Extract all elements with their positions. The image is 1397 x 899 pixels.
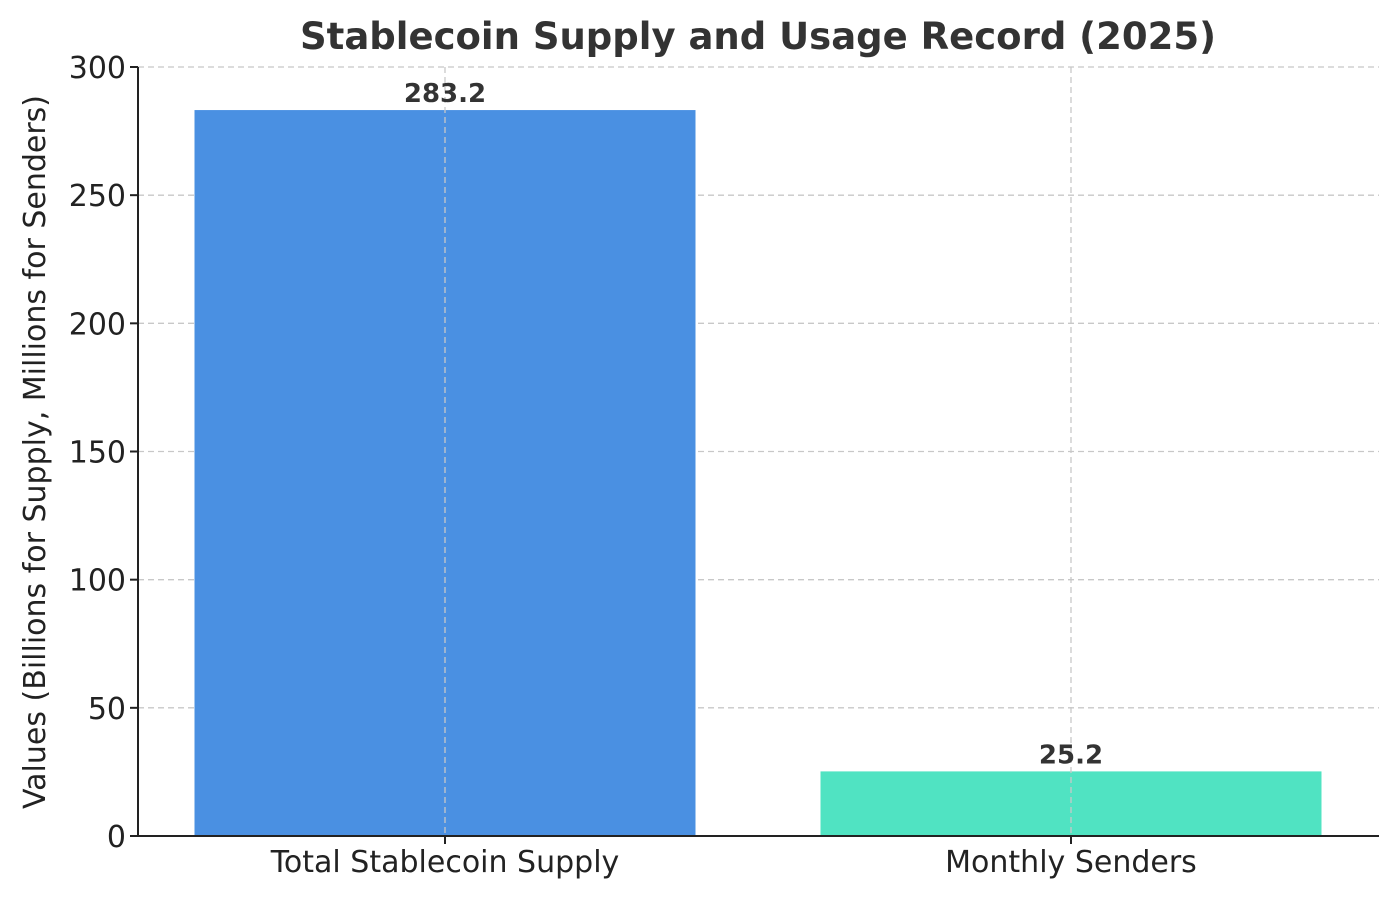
- x-tick-label: Monthly Senders: [945, 845, 1197, 880]
- bars-layer: [194, 110, 1322, 836]
- y-tick-label: 300: [69, 51, 126, 86]
- y-tick-label: 250: [69, 179, 126, 214]
- y-tick-label: 150: [69, 436, 126, 471]
- x-grid-layer: [444, 67, 1072, 836]
- x-tick-label: Total Stablecoin Supply: [270, 845, 620, 880]
- bar-data-label: 283.2: [404, 79, 486, 109]
- y-axis-label: Values (Billions for Supply, Millions fo…: [18, 95, 53, 809]
- grid-layer: [138, 66, 1379, 837]
- bar-data-label: 25.2: [1039, 740, 1103, 770]
- y-tick-label: 50: [88, 692, 126, 727]
- y-tick-label: 0: [107, 820, 126, 855]
- y-tick-label: 200: [69, 307, 126, 342]
- chart-title: Stablecoin Supply and Usage Record (2025…: [300, 15, 1216, 58]
- ticks-layer: 0 50 100 150 200 250 300: [69, 51, 1072, 855]
- labels-layer: Total Stablecoin Supply 283.2 Monthly Send…: [270, 79, 1197, 880]
- y-tick-label: 100: [69, 564, 126, 599]
